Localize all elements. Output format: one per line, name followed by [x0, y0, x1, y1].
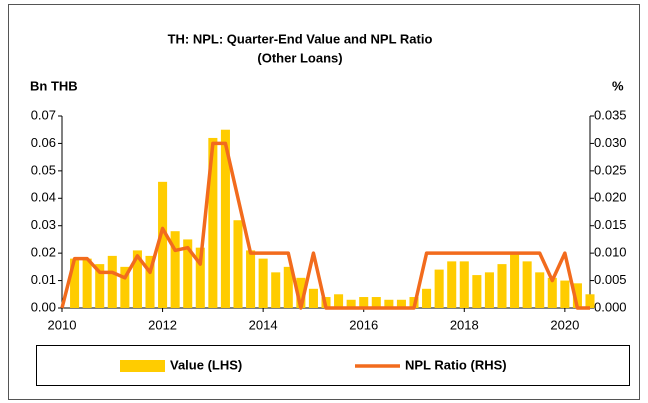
x-tick-label: 2010 [48, 317, 77, 332]
bar [371, 297, 381, 308]
bar [484, 272, 494, 308]
y-tick-label: 0.06 [31, 135, 56, 150]
legend-swatch [120, 360, 165, 372]
bar [384, 299, 394, 308]
bar [283, 266, 293, 308]
bar [447, 261, 457, 308]
bar [346, 299, 356, 308]
y2-tick-label: 0.015 [594, 217, 627, 232]
x-tick-label: 2016 [349, 317, 378, 332]
y-tick-label: 0.03 [31, 217, 56, 232]
bar [296, 277, 306, 308]
bar [258, 258, 268, 308]
chart-subtitle: (Other Loans) [257, 50, 342, 65]
bar [585, 294, 595, 308]
bar [195, 247, 205, 308]
y2-tick-label: 0.010 [594, 245, 627, 260]
y2-axis-label: % [612, 78, 624, 93]
bar [547, 277, 557, 308]
bar [308, 288, 318, 308]
bar [183, 239, 193, 308]
y-tick-label: 0.07 [31, 107, 56, 122]
bar [233, 220, 243, 308]
legend-box [36, 345, 630, 386]
bar [422, 288, 432, 308]
legend-label: Value (LHS) [170, 357, 242, 372]
bar [220, 129, 230, 308]
chart-title: TH: NPL: Quarter-End Value and NPL Ratio [168, 31, 433, 46]
bar [472, 275, 482, 308]
bar [459, 261, 469, 308]
bar [396, 299, 406, 308]
bar [522, 261, 532, 308]
chart-border [8, 4, 640, 400]
x-tick-label: 2020 [550, 317, 579, 332]
x-tick-label: 2014 [249, 317, 278, 332]
bar [107, 255, 117, 308]
bar [535, 272, 545, 308]
bar [145, 255, 155, 308]
y2-tick-label: 0.030 [594, 135, 627, 150]
bar [510, 253, 520, 308]
bar [170, 231, 180, 308]
bar [334, 294, 344, 308]
bar [572, 283, 582, 308]
y2-tick-label: 0.005 [594, 272, 627, 287]
bar [158, 181, 168, 308]
bar [246, 250, 256, 308]
y2-tick-label: 0.020 [594, 190, 627, 205]
bar [359, 297, 369, 308]
bar [497, 264, 507, 308]
x-tick-label: 2012 [148, 317, 177, 332]
line [60, 141, 590, 310]
y-tick-label: 0.05 [31, 162, 56, 177]
y-tick-label: 0.04 [31, 190, 56, 205]
bar [82, 258, 92, 308]
bar [434, 269, 444, 308]
bar [95, 264, 105, 308]
legend-label: NPL Ratio (RHS) [405, 357, 507, 372]
bar [208, 137, 218, 308]
y-tick-label: 0.00 [31, 299, 56, 314]
bar [560, 280, 570, 308]
x-tick-label: 2018 [450, 317, 479, 332]
y-axis-label: Bn THB [30, 78, 78, 93]
y-tick-label: 0.02 [31, 245, 56, 260]
bar [70, 258, 80, 308]
y-tick-label: 0.01 [31, 272, 56, 287]
bar [120, 266, 130, 308]
bar [132, 250, 142, 308]
y2-tick-label: 0.025 [594, 162, 627, 177]
bar [271, 272, 281, 308]
y2-tick-label: 0.035 [594, 107, 627, 122]
y2-tick-label: 0.000 [594, 299, 627, 314]
